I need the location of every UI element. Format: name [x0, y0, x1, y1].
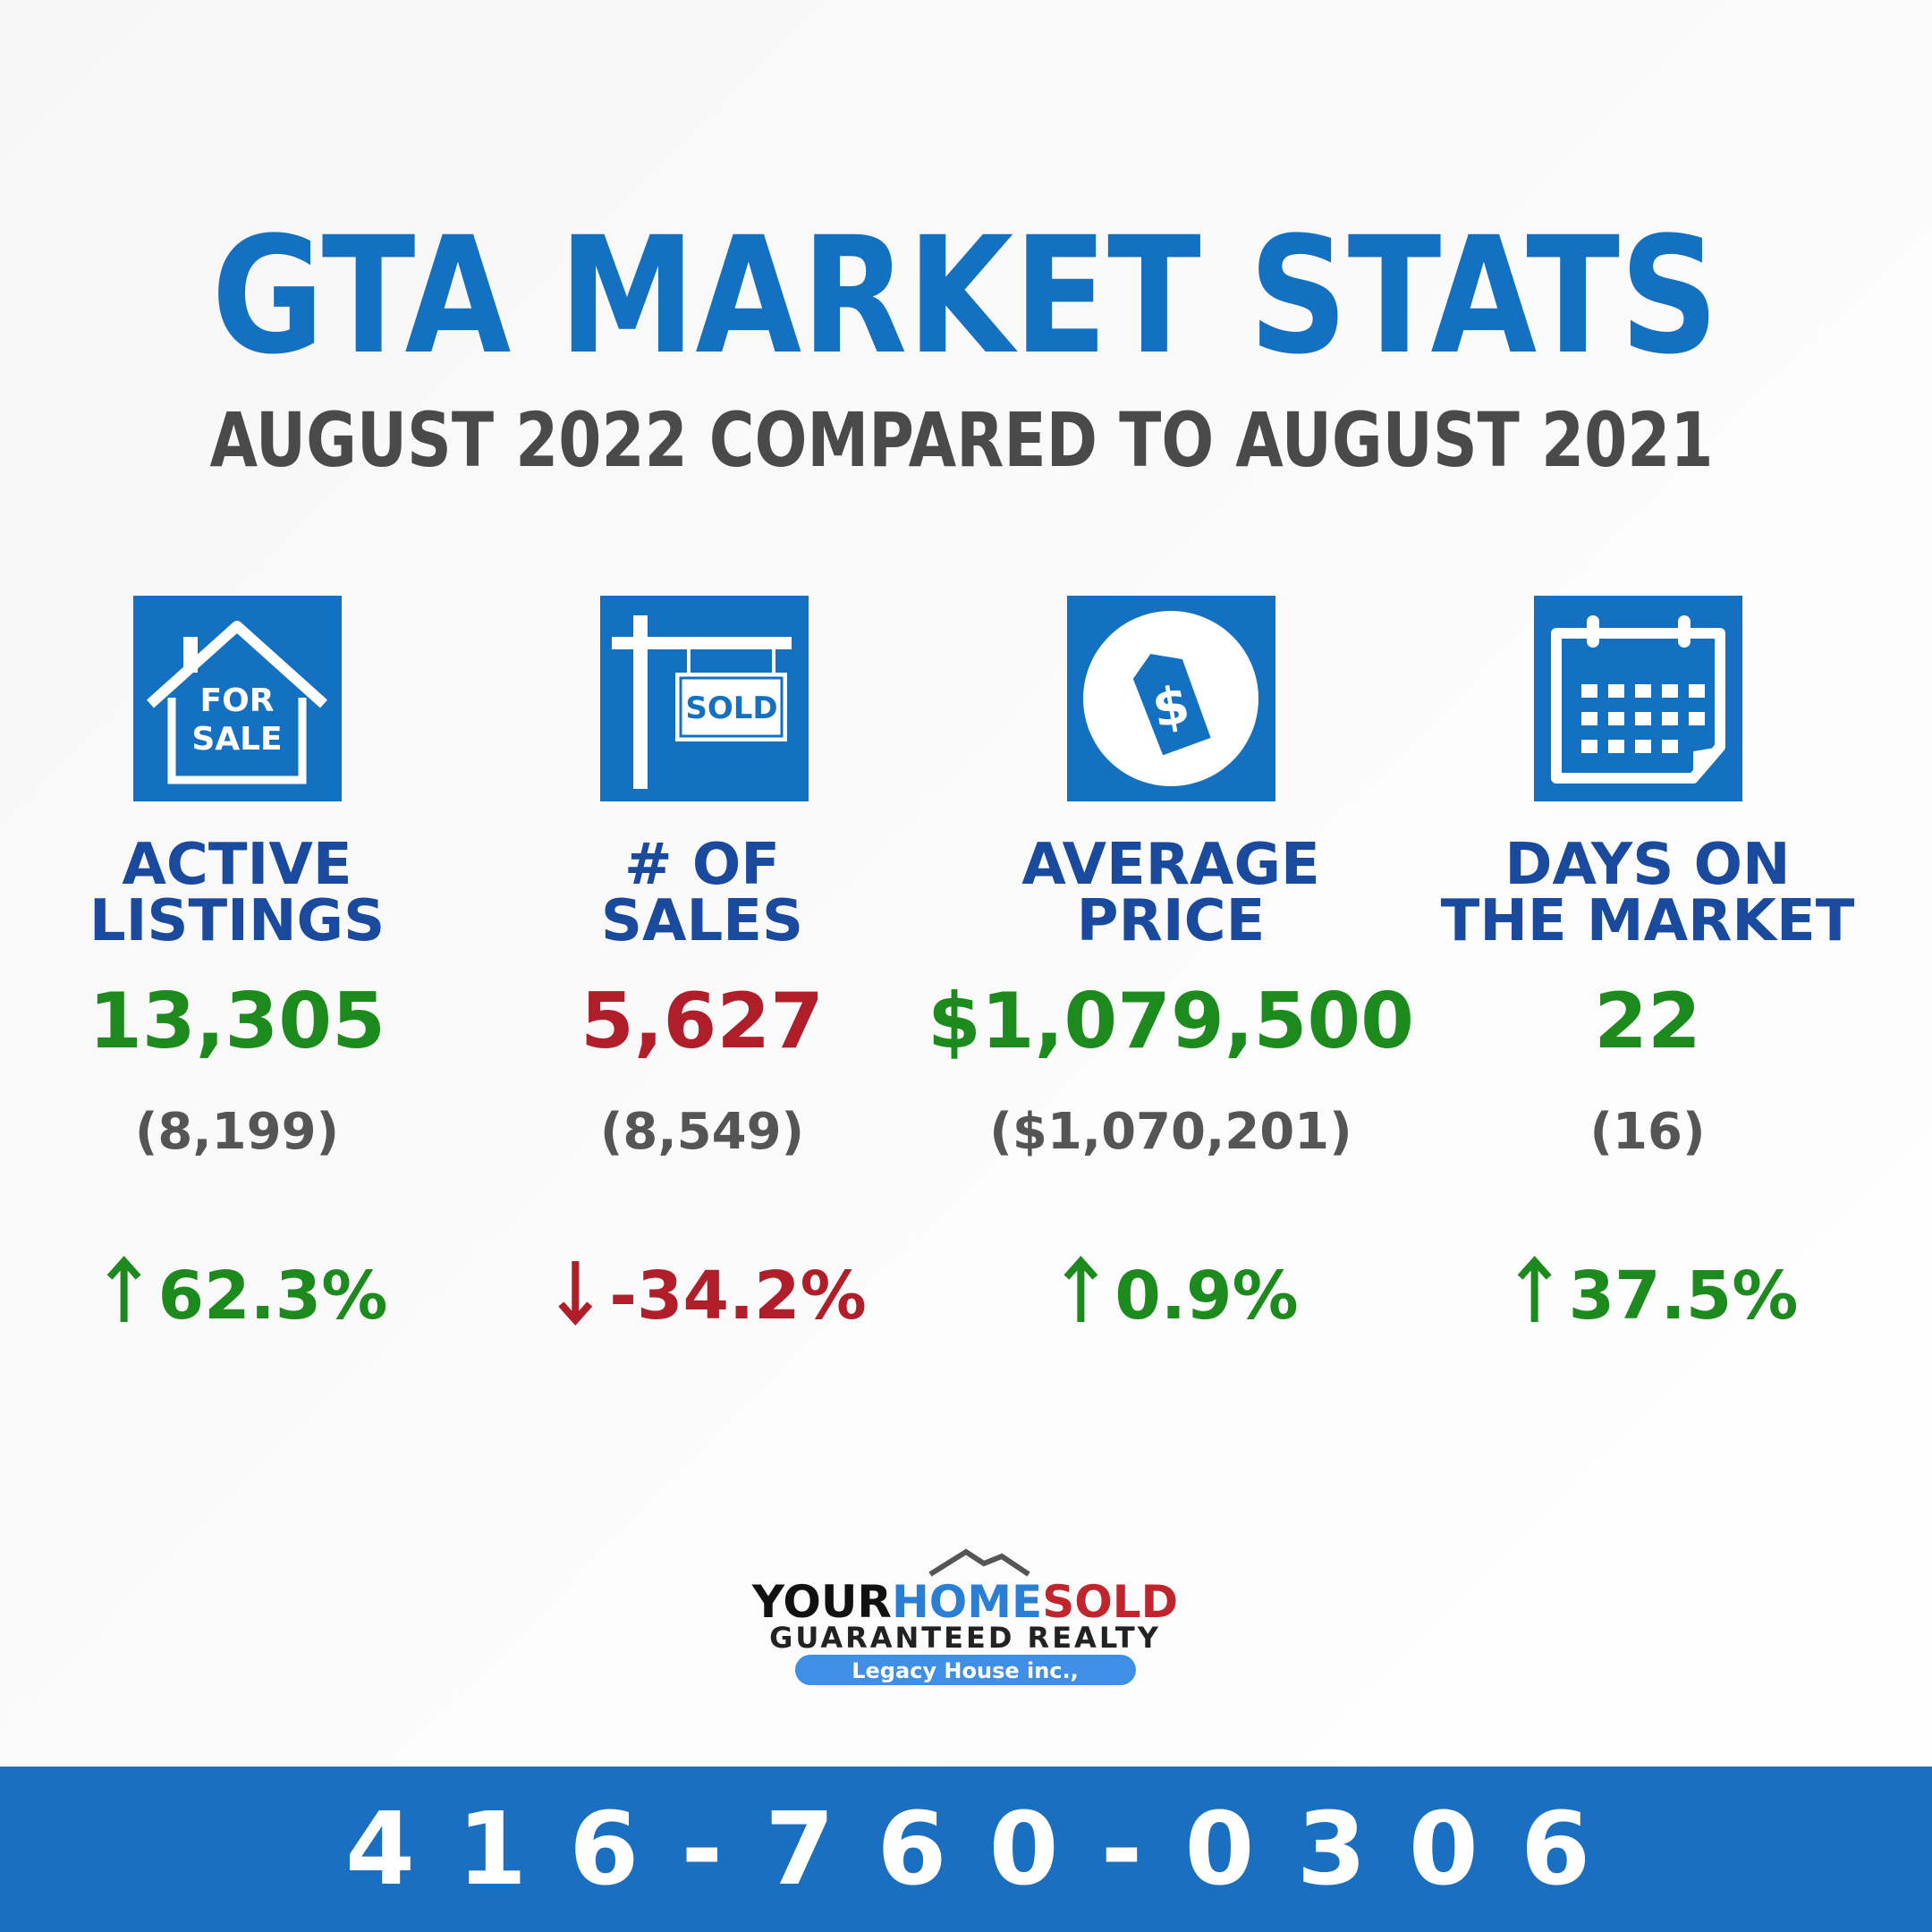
logo-home: HOME	[892, 1576, 1042, 1628]
stat-change: 0.9%	[1114, 1258, 1298, 1335]
title: GTA MARKET STATS	[212, 203, 1719, 390]
stat-label: AVERAGE	[1021, 832, 1320, 898]
stat-value: 13,305	[89, 977, 386, 1066]
stat-label: SALES	[601, 888, 803, 954]
logo-tagline: GUARANTEED REALTY	[769, 1621, 1161, 1655]
icon-price: $	[1067, 596, 1275, 801]
stat-previous: (8,199)	[135, 1103, 339, 1161]
stat-label: PRICE	[1077, 888, 1266, 954]
change-arrow	[558, 1261, 593, 1326]
logo-sold: SOLD	[1042, 1576, 1178, 1628]
icon-for-sale: FOR SALE	[133, 596, 342, 801]
icon-text: FOR	[200, 682, 275, 719]
stat-previous: (8,549)	[600, 1103, 804, 1161]
icon-calendar	[1534, 596, 1742, 801]
stat-label: DAYS ON	[1504, 832, 1790, 898]
logo-your: YOUR	[751, 1576, 892, 1628]
stat-previous: ($1,070,201)	[989, 1103, 1352, 1161]
stat-change: 62.3%	[158, 1258, 388, 1335]
stat-label: # OF	[624, 832, 780, 898]
stat-value: 22	[1594, 977, 1701, 1066]
change-arrow	[106, 1255, 141, 1322]
stat-change: 37.5%	[1569, 1258, 1799, 1335]
stat-previous: (16)	[1589, 1103, 1705, 1161]
stat-value: 5,627	[580, 977, 824, 1066]
icon-text: SOLD	[685, 691, 777, 726]
logo-name: YOURHOMESOLD	[751, 1576, 1178, 1628]
stat-change: -34.2%	[609, 1258, 866, 1335]
stat-label: LISTINGS	[89, 888, 385, 954]
footer-bar	[0, 1767, 1932, 1932]
change-arrow	[1063, 1255, 1098, 1322]
icon-sold: SOLD	[600, 596, 809, 801]
logo-badge-bg	[795, 1655, 1136, 1685]
logo: YOURHOMESOLD GUARANTEED REALTY Legacy Ho…	[751, 1548, 1178, 1685]
stat-value: $1,079,500	[928, 977, 1414, 1066]
stat-label: THE MARKET	[1441, 888, 1855, 954]
stat-label: ACTIVE	[122, 832, 352, 898]
subtitle: AUGUST 2022 COMPARED TO AUGUST 2021	[210, 396, 1714, 484]
logo-badge: Legacy House inc.,	[852, 1658, 1079, 1683]
change-arrow	[1517, 1255, 1552, 1322]
icon-text: SALE	[191, 721, 282, 758]
